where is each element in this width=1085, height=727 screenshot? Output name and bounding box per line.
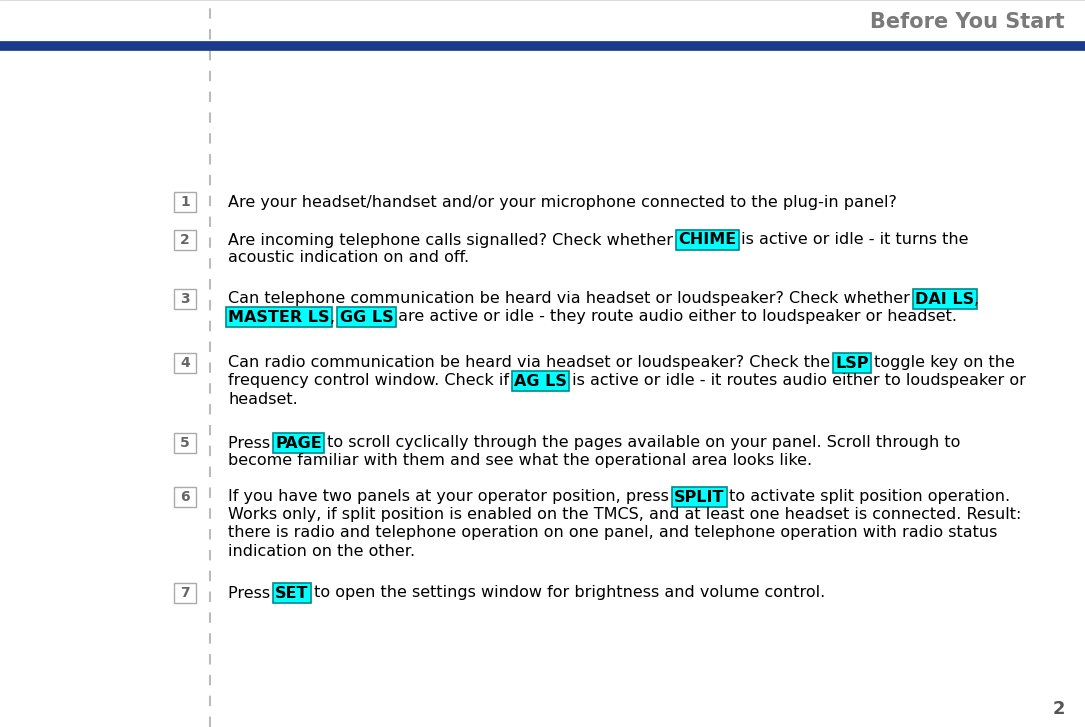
Text: 3: 3 [180, 292, 190, 306]
Text: are active or idle - they route audio either to loudspeaker or headset.: are active or idle - they route audio ei… [394, 310, 957, 324]
Text: Press: Press [228, 435, 276, 451]
Text: to scroll cyclically through the pages available on your panel. Scroll through t: to scroll cyclically through the pages a… [322, 435, 960, 451]
FancyBboxPatch shape [174, 192, 196, 212]
Text: SET: SET [276, 585, 309, 601]
Text: 4: 4 [180, 356, 190, 370]
Text: If you have two panels at your operator position, press: If you have two panels at your operator … [228, 489, 674, 505]
Text: CHIME: CHIME [678, 233, 737, 247]
Text: is active or idle - it turns the: is active or idle - it turns the [737, 233, 969, 247]
Text: ,: , [330, 310, 340, 324]
Text: toggle key on the: toggle key on the [869, 356, 1014, 371]
FancyBboxPatch shape [174, 583, 196, 603]
Text: there is radio and telephone operation on one panel, and telephone operation wit: there is radio and telephone operation o… [228, 526, 997, 540]
FancyBboxPatch shape [174, 353, 196, 373]
Text: Are your headset/handset and/or your microphone connected to the plug-in panel?: Are your headset/handset and/or your mic… [228, 195, 897, 209]
Text: SPLIT: SPLIT [674, 489, 725, 505]
Text: MASTER LS: MASTER LS [228, 310, 330, 324]
Text: become familiar with them and see what the operational area looks like.: become familiar with them and see what t… [228, 454, 813, 468]
Text: LSP: LSP [835, 356, 869, 371]
Text: 6: 6 [180, 490, 190, 504]
Text: 1: 1 [180, 195, 190, 209]
Text: Press: Press [228, 585, 276, 601]
FancyBboxPatch shape [174, 289, 196, 309]
Text: acoustic indication on and off.: acoustic indication on and off. [228, 251, 469, 265]
Text: DAI LS: DAI LS [915, 292, 974, 307]
Text: Are incoming telephone calls signalled? Check whether: Are incoming telephone calls signalled? … [228, 233, 678, 247]
Text: Can telephone communication be heard via headset or loudspeaker? Check whether: Can telephone communication be heard via… [228, 292, 915, 307]
Text: PAGE: PAGE [276, 435, 322, 451]
Text: to activate split position operation.: to activate split position operation. [725, 489, 1010, 505]
Text: Works only, if split position is enabled on the TMCS, and at least one headset i: Works only, if split position is enabled… [228, 507, 1021, 523]
FancyBboxPatch shape [174, 433, 196, 453]
Text: indication on the other.: indication on the other. [228, 544, 416, 558]
Text: GG LS: GG LS [340, 310, 394, 324]
Text: 7: 7 [180, 586, 190, 600]
Text: 2: 2 [180, 233, 190, 247]
Text: ,: , [974, 292, 980, 307]
FancyBboxPatch shape [174, 230, 196, 250]
Text: 2: 2 [1052, 700, 1065, 718]
FancyBboxPatch shape [174, 487, 196, 507]
Text: frequency control window. Check if: frequency control window. Check if [228, 374, 514, 388]
Text: headset.: headset. [228, 392, 297, 406]
Text: to open the settings window for brightness and volume control.: to open the settings window for brightne… [309, 585, 825, 601]
Text: 5: 5 [180, 436, 190, 450]
Text: is active or idle - it routes audio either to loudspeaker or: is active or idle - it routes audio eith… [567, 374, 1026, 388]
Text: Can radio communication be heard via headset or loudspeaker? Check the: Can radio communication be heard via hea… [228, 356, 835, 371]
Text: Before You Start: Before You Start [870, 12, 1065, 32]
Text: AG LS: AG LS [514, 374, 567, 388]
